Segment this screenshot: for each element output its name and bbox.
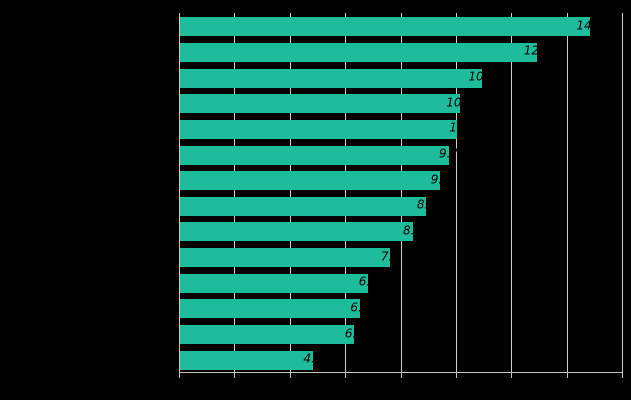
bar-value-label: 10.1 [446, 95, 473, 110]
bar-value-label: 8.9 [416, 198, 436, 213]
bar-value-label: 10.9 [468, 69, 496, 84]
x-axis-tick [567, 373, 568, 378]
bar-value-label: 6.5 [350, 300, 370, 315]
bar-value-label: 6.8 [358, 274, 378, 289]
bar-value-label: 6.3 [344, 326, 364, 341]
x-axis-tick [511, 373, 512, 378]
bar: 10.9 [180, 68, 495, 88]
bar: 8.9 [180, 196, 436, 216]
bar: 4.8 [180, 350, 322, 370]
bar: 10 [180, 119, 465, 139]
gridline [567, 13, 568, 372]
bar: 7.6 [180, 248, 400, 268]
bar: 9.4 [180, 171, 450, 191]
bar: 6.8 [180, 273, 378, 293]
bar: 14.8 [180, 17, 603, 37]
bar-value-label: 14.8 [576, 18, 604, 33]
bar: 9.7 [180, 145, 458, 165]
bar-value-label: 4.8 [303, 351, 323, 366]
bar-value-label: 9.7 [439, 146, 459, 161]
x-axis-line [179, 372, 623, 373]
gridline [179, 13, 180, 372]
gridline [622, 13, 623, 372]
bar-value-label: 12.9 [523, 44, 551, 59]
gridline [511, 13, 512, 372]
x-axis-tick [401, 373, 402, 378]
x-axis-tick [622, 373, 623, 378]
bar: 8.4 [180, 222, 422, 242]
x-axis-tick [345, 373, 346, 378]
x-axis-tick [234, 373, 235, 378]
gridline [456, 13, 457, 372]
bar: 12.9 [180, 42, 551, 62]
bar: 6.5 [180, 299, 370, 319]
gridline [234, 13, 235, 372]
bar-value-label: 7.6 [380, 249, 400, 264]
bar-value-label: 9.4 [430, 172, 450, 187]
gridline [290, 13, 291, 372]
plot-area: 14.8 12.9 10.9 10.1 10 9.7 9.4 8.9 8.4 7.6 6.8 6.5 6… [179, 13, 623, 372]
gridline [401, 13, 402, 372]
x-axis-tick [456, 373, 457, 378]
x-axis-tick [290, 373, 291, 378]
bar: 6.3 [180, 325, 364, 345]
bar-value-label: 8.4 [403, 223, 423, 238]
bar: 10.1 [180, 94, 473, 114]
x-axis-tick [179, 373, 180, 378]
gridline [345, 13, 346, 372]
bar-value-label: 10 [449, 121, 465, 136]
